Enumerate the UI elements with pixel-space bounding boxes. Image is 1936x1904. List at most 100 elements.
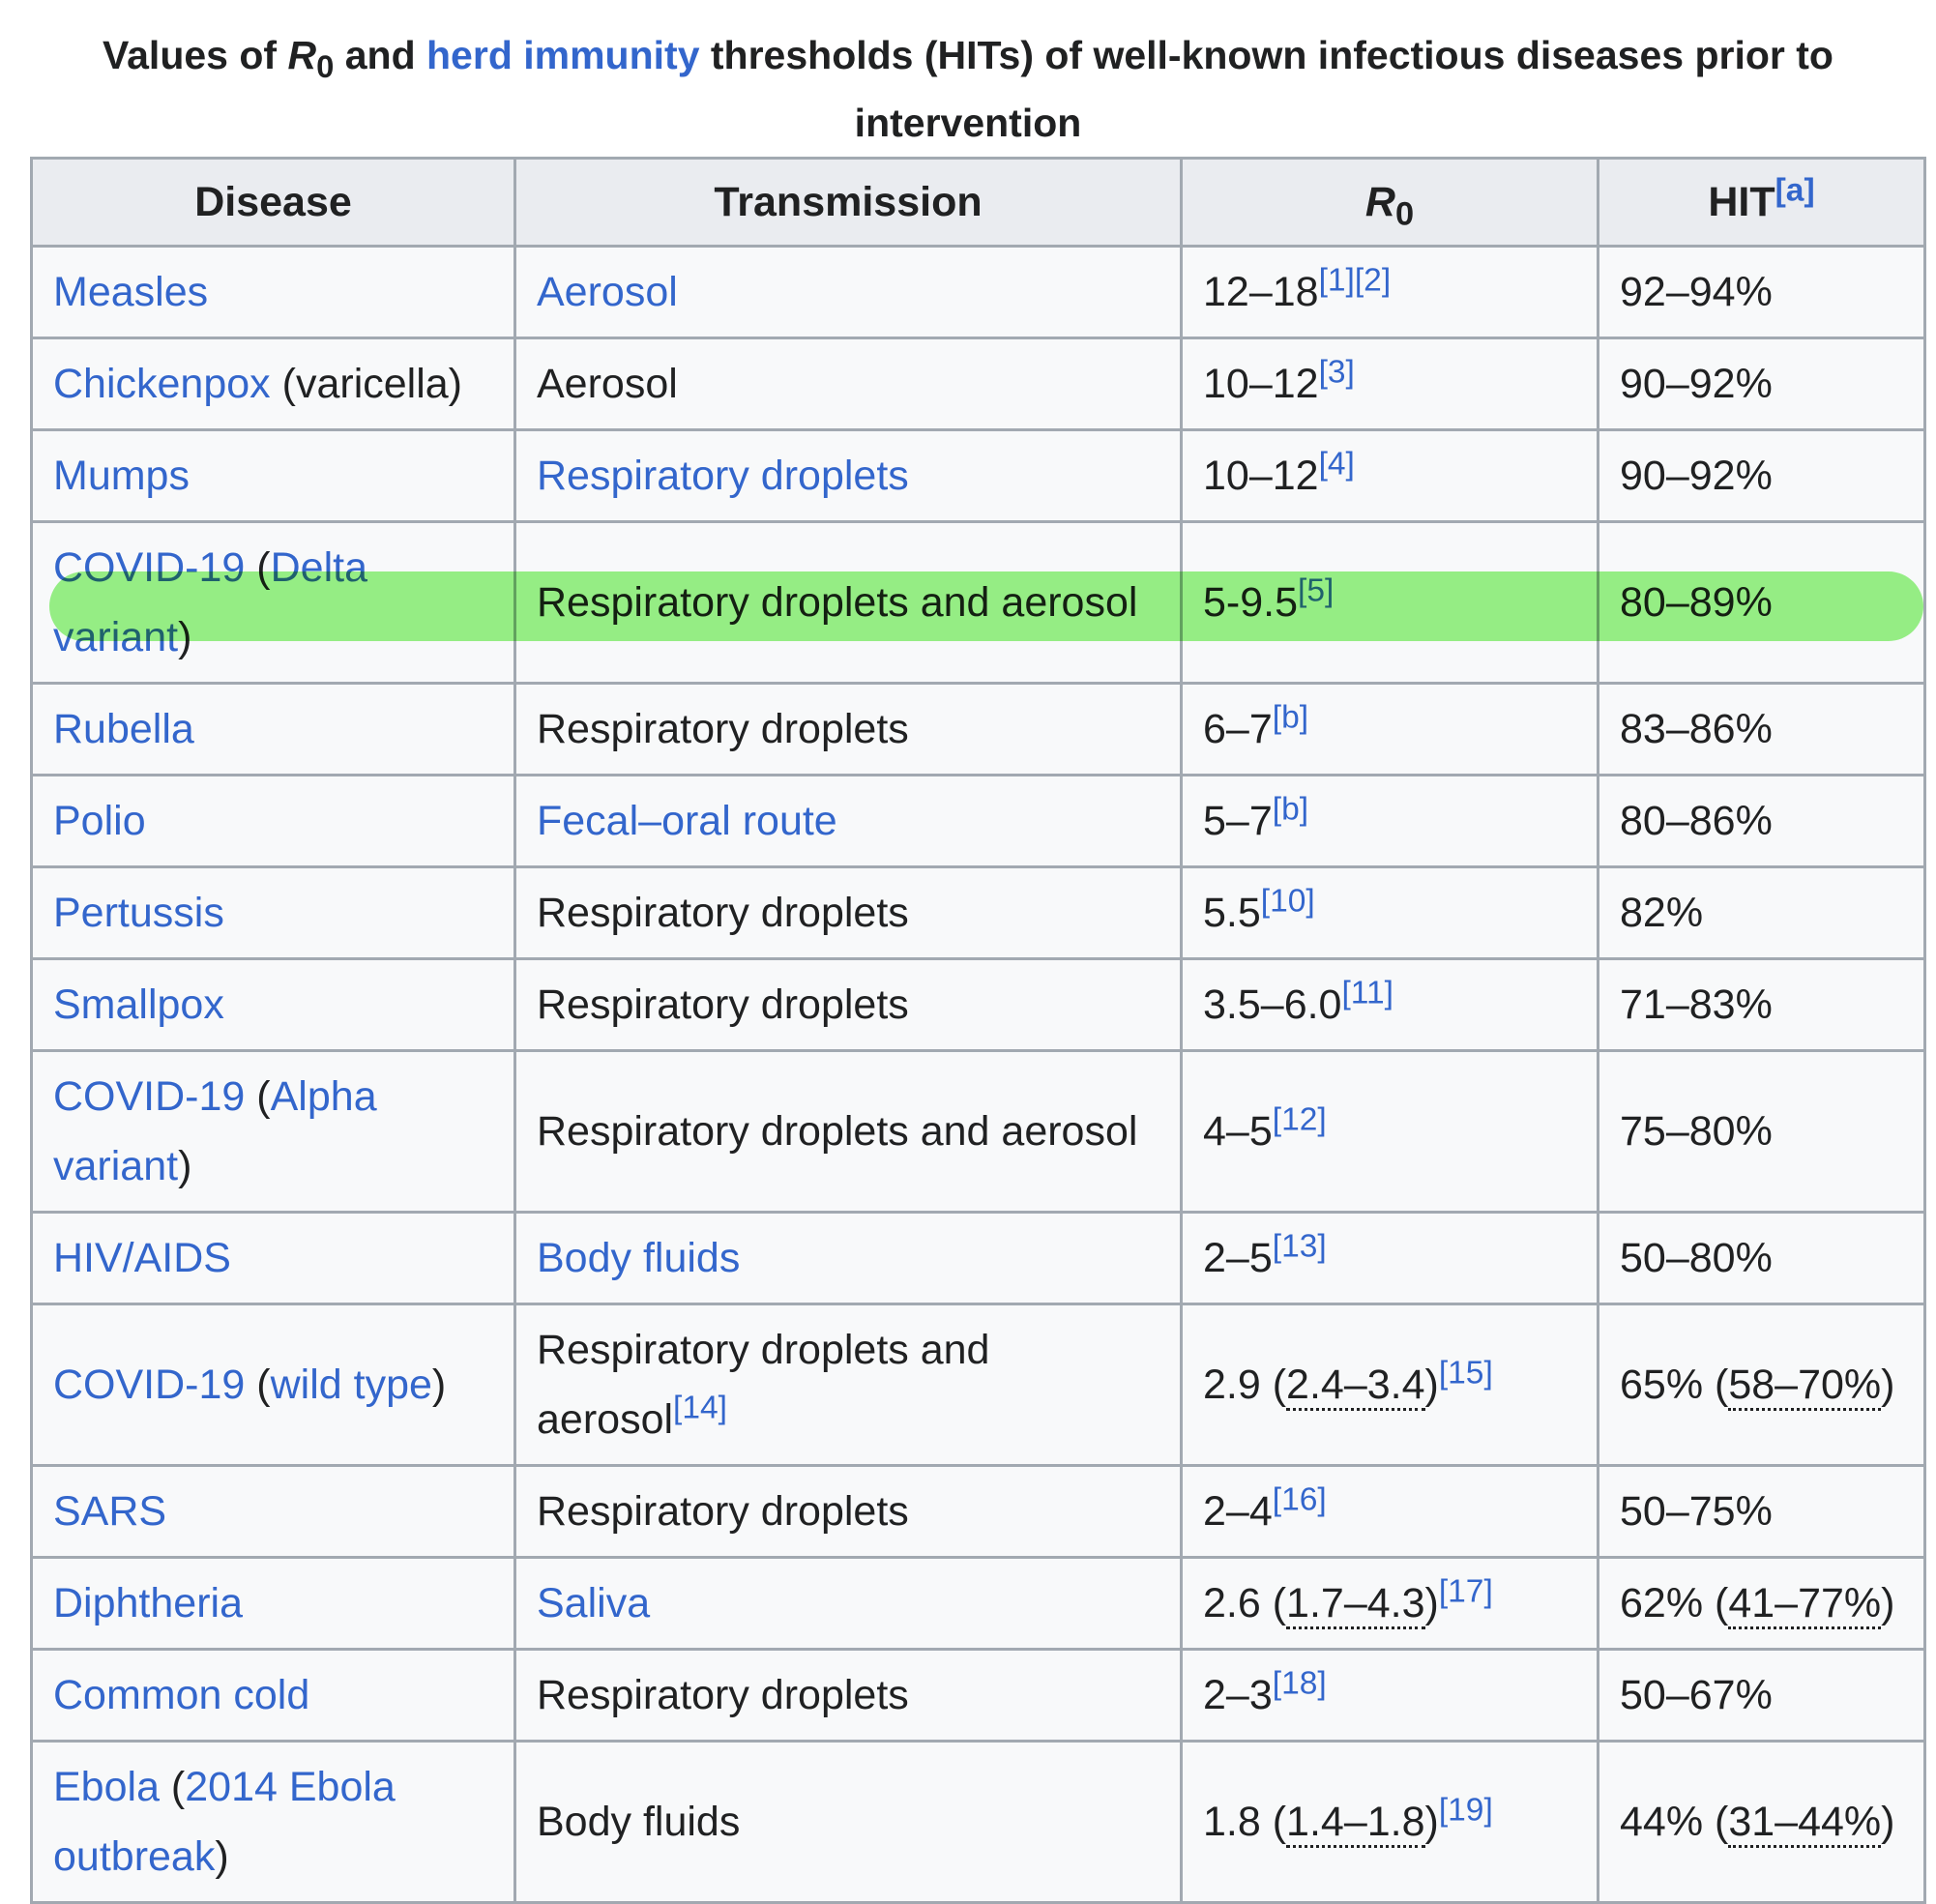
reference[interactable]: [2] <box>1354 262 1392 299</box>
table-row: Rubella Respiratory droplets 6–7[b] 83–86% <box>30 682 1926 776</box>
text: 50–75% <box>1620 1488 1773 1535</box>
table-cell: Diphtheria <box>30 1556 516 1651</box>
text: Transmission <box>714 179 983 225</box>
reference[interactable]: [11] <box>1341 975 1393 1011</box>
reference[interactable]: [13] <box>1272 1228 1327 1265</box>
reference[interactable]: [4] <box>1318 446 1355 483</box>
link[interactable]: SARS <box>53 1488 167 1535</box>
reference[interactable]: [b] <box>1272 699 1309 736</box>
text: Respiratory droplets <box>537 706 909 752</box>
table-cell: Respiratory droplets and aerosol[14] <box>513 1303 1183 1467</box>
text: R <box>1364 179 1395 225</box>
table-cell: 80–86% <box>1597 774 1926 868</box>
link[interactable]: Saliva <box>537 1580 651 1626</box>
table-cell: 65% (58–70%) <box>1597 1303 1926 1467</box>
text: Respiratory droplets <box>537 890 909 936</box>
link[interactable]: HIV/AIDS <box>53 1235 231 1281</box>
link[interactable]: Pertussis <box>53 890 224 936</box>
table-cell: Respiratory droplets and aerosol <box>513 1049 1183 1214</box>
text: 0 <box>316 48 335 85</box>
reference[interactable]: [15] <box>1438 1355 1493 1391</box>
table-cell: Respiratory droplets <box>513 957 1183 1052</box>
text: 65% ( <box>1620 1362 1729 1408</box>
table-cell: 90–92% <box>1597 428 1926 523</box>
text: 92–94% <box>1620 269 1773 315</box>
link[interactable]: Fecal–oral route <box>537 798 837 844</box>
table-cell: Smallpox <box>30 957 516 1052</box>
table-cell: Body fluids <box>513 1211 1183 1305</box>
link[interactable]: 2014 Ebola outbreak <box>53 1764 396 1880</box>
link[interactable]: Common cold <box>53 1672 310 1718</box>
link[interactable]: wild type <box>270 1362 432 1408</box>
table-row: Pertussis Respiratory droplets 5.5[10] 82% <box>30 865 1926 960</box>
table-cell: 50–75% <box>1597 1464 1926 1559</box>
reference[interactable]: [12] <box>1272 1101 1327 1138</box>
table-cell: Respiratory droplets <box>513 1464 1183 1559</box>
text: ) <box>178 614 192 660</box>
table-row: Smallpox Respiratory droplets 3.5–6.0[11] 7… <box>30 957 1926 1052</box>
text: 2–3 <box>1203 1672 1273 1718</box>
table-row: Common cold Respiratory droplets 2–3[18] 50… <box>30 1648 1926 1743</box>
link[interactable]: Ebola <box>53 1764 160 1810</box>
text: and <box>334 33 427 77</box>
table-cell: 44% (31–44%) <box>1597 1740 1926 1904</box>
reference[interactable]: [19] <box>1438 1792 1493 1829</box>
text: 80–89% <box>1620 579 1773 626</box>
link[interactable]: Diphtheria <box>53 1580 243 1626</box>
link[interactable]: Respiratory droplets <box>537 453 909 499</box>
table-cell: Saliva <box>513 1556 1183 1651</box>
text: ( <box>245 1073 271 1120</box>
reference[interactable]: [17] <box>1438 1573 1493 1610</box>
link[interactable]: COVID-19 <box>53 1362 246 1408</box>
link[interactable]: Alpha variant <box>53 1073 377 1189</box>
text: 2.6 ( <box>1203 1580 1287 1626</box>
text: Respiratory droplets <box>537 1672 909 1718</box>
text: 2–4 <box>1203 1488 1273 1535</box>
reference[interactable]: [a] <box>1775 172 1815 209</box>
text: 6–7 <box>1203 706 1273 752</box>
text: 5.5 <box>1203 890 1261 936</box>
link[interactable]: Chickenpox <box>53 361 271 407</box>
text: 5-9.5 <box>1203 579 1299 626</box>
table-cell: 10–12[3] <box>1180 337 1599 431</box>
text: 83–86% <box>1620 706 1773 752</box>
link[interactable]: COVID-19 <box>53 1073 246 1120</box>
text: 50–80% <box>1620 1235 1773 1281</box>
reference[interactable]: [10] <box>1260 883 1315 920</box>
reference[interactable]: [18] <box>1272 1665 1327 1702</box>
text: 62% ( <box>1620 1580 1729 1626</box>
link[interactable]: Rubella <box>53 706 194 752</box>
reference[interactable]: [b] <box>1272 791 1309 828</box>
link[interactable]: Polio <box>53 798 146 844</box>
table-cell: Respiratory droplets and aerosol <box>513 520 1183 685</box>
text: ) <box>178 1143 192 1189</box>
link[interactable]: Measles <box>53 269 209 315</box>
link[interactable]: COVID-19 <box>53 544 246 591</box>
table-cell: 2–5[13] <box>1180 1211 1599 1305</box>
text: thresholds (HITs) of well-known infectio… <box>699 33 1833 145</box>
text: 1.7–4.3 <box>1286 1580 1425 1629</box>
link[interactable]: Mumps <box>53 453 190 499</box>
link[interactable]: herd immunity <box>426 33 700 77</box>
table-cell: 50–80% <box>1597 1211 1926 1305</box>
link[interactable]: Smallpox <box>53 981 224 1028</box>
reference[interactable]: [1] <box>1318 262 1355 299</box>
table-cell: 4–5[12] <box>1180 1049 1599 1214</box>
link[interactable]: Aerosol <box>537 269 678 315</box>
reference[interactable]: [3] <box>1318 354 1355 391</box>
text: 41–77% <box>1728 1580 1882 1629</box>
table-cell: 90–92% <box>1597 337 1926 431</box>
table-cell: 82% <box>1597 865 1926 960</box>
link[interactable]: Body fluids <box>537 1235 741 1281</box>
reference[interactable]: [5] <box>1298 572 1335 609</box>
table-cell: 5.5[10] <box>1180 865 1599 960</box>
text: 10–12 <box>1203 453 1319 499</box>
text: 58–70% <box>1728 1362 1882 1411</box>
text: R <box>287 33 317 77</box>
text: 1.4–1.8 <box>1286 1799 1425 1848</box>
reference[interactable]: [14] <box>673 1390 727 1426</box>
reference[interactable]: [16] <box>1272 1481 1327 1518</box>
table-cell: 5-9.5[5] <box>1180 520 1599 685</box>
text: HIT <box>1708 179 1775 225</box>
table-cell: 1.8 (1.4–1.8)[19] <box>1180 1740 1599 1904</box>
